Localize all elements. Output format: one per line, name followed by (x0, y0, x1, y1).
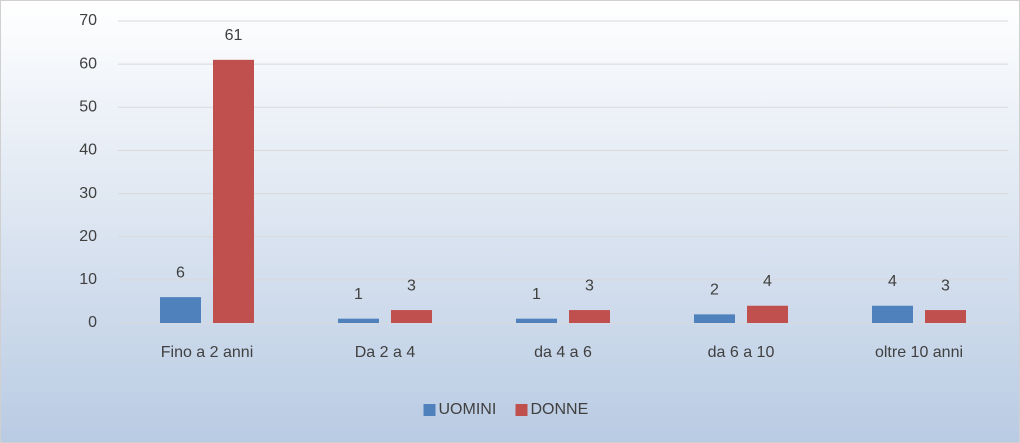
bar (925, 310, 966, 323)
data-label: 3 (585, 277, 594, 294)
x-tick-label: Fino a 2 anni (161, 344, 254, 361)
data-label: 4 (888, 273, 897, 290)
x-tick-label: Da 2 a 4 (355, 344, 416, 361)
bar (516, 318, 557, 323)
bar (213, 59, 254, 323)
y-tick-label: 50 (79, 99, 97, 116)
y-tick-label: 70 (79, 12, 97, 29)
y-tick-label: 30 (79, 185, 97, 202)
legend-swatch (423, 404, 436, 416)
bar (694, 314, 735, 323)
y-tick-label: 40 (79, 142, 97, 159)
bar (160, 297, 201, 323)
data-label: 1 (532, 286, 541, 303)
y-tick-label: 20 (79, 228, 97, 245)
x-tick-label: da 6 a 10 (708, 344, 775, 361)
data-label: 6 (176, 264, 185, 281)
data-label: 3 (941, 277, 950, 294)
y-tick-label: 0 (88, 314, 97, 331)
x-tick-label: oltre 10 anni (875, 344, 963, 361)
y-tick-label: 10 (79, 271, 97, 288)
bar (569, 310, 610, 323)
data-label: 61 (225, 27, 243, 44)
data-label: 1 (354, 286, 363, 303)
legend-swatch (515, 404, 528, 416)
bar (391, 310, 432, 323)
legend-label: UOMINI (439, 401, 497, 418)
bar (747, 305, 788, 323)
bar (338, 318, 379, 323)
legend-label: DONNE (531, 401, 589, 418)
y-tick-label: 60 (79, 55, 97, 72)
data-label: 3 (407, 277, 416, 294)
bar (872, 305, 913, 323)
data-label: 4 (763, 273, 772, 290)
data-label: 2 (710, 282, 719, 299)
x-tick-label: da 4 a 6 (534, 344, 592, 361)
